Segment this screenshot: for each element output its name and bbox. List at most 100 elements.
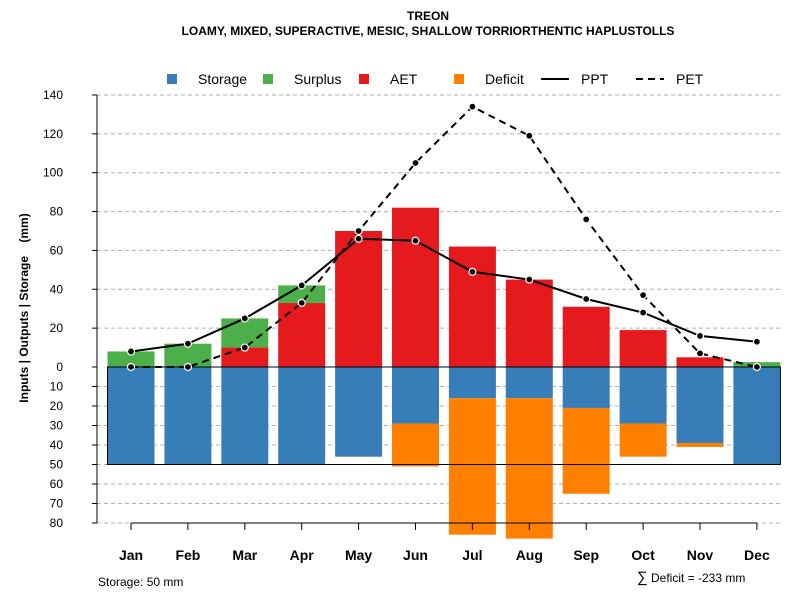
aet-bar-sep (562, 306, 610, 367)
pet-point-dec (752, 362, 762, 372)
chart-title: TREON (407, 9, 449, 23)
legend-swatch-aet (359, 74, 369, 84)
deficit-bar-oct (619, 423, 667, 457)
surplus-bar-apr (278, 285, 326, 303)
storage-box (107, 366, 781, 465)
storage-bar-jul (448, 367, 496, 399)
pet-point-aug (525, 131, 534, 140)
aet-bar-may (335, 231, 383, 367)
storage-capacity-box (107, 366, 781, 465)
aet-bar-jul (448, 246, 496, 367)
aet-bar-mar (221, 347, 269, 367)
legend-label-surplus: Surplus (294, 71, 341, 87)
legend-label-aet: AET (390, 71, 418, 87)
x-tick-label-jun: Jun (403, 547, 428, 563)
pet-point-jan (126, 362, 136, 372)
deficit-symbol: ∑ (637, 569, 648, 586)
y-tick-label: 40 (50, 438, 64, 452)
y-tick-label: 0 (56, 360, 63, 374)
ppt-point-aug (525, 275, 534, 284)
y-tick-label: 30 (50, 419, 64, 433)
ppt-point-nov (695, 331, 705, 341)
storage-bar-mar (221, 367, 269, 465)
ppt-point-jul (468, 267, 477, 276)
pet-point-apr (297, 298, 306, 307)
y-tick-label: 60 (50, 243, 64, 257)
storage-bar-dec (733, 367, 781, 465)
storage-bar-sep (562, 367, 610, 408)
ppt-point-dec (752, 337, 762, 346)
deficit-bar-jun (392, 423, 439, 467)
aet-bar-apr (278, 302, 326, 367)
legend-label-ppt: PPT (581, 71, 609, 87)
ppt-point-mar (240, 314, 249, 323)
pet-point-oct (638, 291, 648, 300)
legend-swatch-surplus (263, 74, 273, 84)
x-tick-label-nov: Nov (687, 547, 714, 563)
y-tick-label: 20 (50, 399, 64, 413)
surplus-bar-jan (107, 351, 155, 367)
aet-bar-aug (505, 279, 553, 367)
deficit-note: Deficit = -233 mm (651, 571, 745, 585)
y-tick-label: 120 (43, 127, 63, 141)
aet-bar-jun (392, 207, 439, 367)
x-tick-label-dec: Dec (744, 547, 770, 563)
ppt-line (130, 237, 758, 353)
y-tick-label: 80 (50, 205, 64, 219)
ppt-point-apr (297, 281, 306, 290)
surplus-bar-feb (164, 343, 212, 367)
pet-point-jun (411, 158, 420, 168)
storage-bar-feb (164, 367, 212, 465)
deficit-bar-nov (676, 443, 724, 447)
axes: 0 20 40 60 80 100 120 140 10 20 30 40 50 60 70 80 Jan Feb… (43, 88, 770, 563)
y-tick-label: 80 (50, 516, 64, 530)
storage-bar-aug (505, 367, 553, 399)
y-tick-label: 20 (50, 321, 64, 335)
pet-point-jul (468, 102, 477, 111)
aet-bar-nov (676, 357, 724, 367)
pet-point-sep (582, 215, 591, 224)
storage-bar-oct (619, 367, 667, 424)
y-tick-label: 100 (43, 166, 63, 180)
legend-label-pet: PET (676, 71, 704, 87)
bars (107, 207, 781, 539)
pet-point-nov (695, 349, 705, 358)
pet-point-feb (183, 362, 192, 372)
lines (126, 102, 762, 372)
storage-bar-jan (107, 367, 155, 465)
ppt-point-sep (582, 294, 591, 304)
surplus-bar-mar (221, 318, 269, 348)
x-tick-label-sep: Sep (573, 547, 599, 563)
y-tick-label: 60 (50, 477, 64, 491)
x-tick-label-aug: Aug (516, 547, 543, 563)
y-tick-label: 140 (43, 88, 63, 102)
x-tick-label-feb: Feb (175, 547, 200, 563)
legend-label-deficit: Deficit (485, 71, 524, 87)
legend-label-storage: Storage (198, 71, 247, 87)
pet-point-mar (240, 343, 249, 352)
y-tick-label: 10 (50, 380, 64, 394)
chart-subtitle: LOAMY, MIXED, SUPERACTIVE, MESIC, SHALLO… (182, 24, 675, 38)
x-tick-label-jan: Jan (119, 547, 143, 563)
ppt-point-jun (411, 236, 420, 245)
pet-point-may (354, 226, 363, 236)
ppt-point-feb (183, 339, 192, 348)
legend-swatch-deficit (454, 74, 464, 84)
y-tick-label: 70 (50, 497, 64, 511)
pet-line (131, 105, 758, 368)
x-tick-label-jul: Jul (462, 547, 482, 563)
storage-bar-jun (392, 367, 439, 424)
storage-bar-apr (278, 367, 326, 465)
legend: Storage Surplus AET Deficit PPT PET (167, 71, 704, 87)
ppt-point-oct (638, 308, 648, 317)
storage-note: Storage: 50 mm (98, 575, 183, 589)
y-axis-label: Inputs | Outputs | Storage (mm) (17, 213, 31, 402)
storage-bar-may (335, 367, 383, 457)
x-tick-label-mar: Mar (232, 547, 257, 563)
x-tick-label-apr: Apr (290, 547, 315, 563)
deficit-bar-aug (505, 398, 553, 539)
deficit-bar-sep (562, 407, 610, 494)
deficit-bar-jul (448, 398, 496, 535)
storage-bar-nov (676, 367, 724, 444)
y-tick-label: 50 (50, 458, 64, 472)
